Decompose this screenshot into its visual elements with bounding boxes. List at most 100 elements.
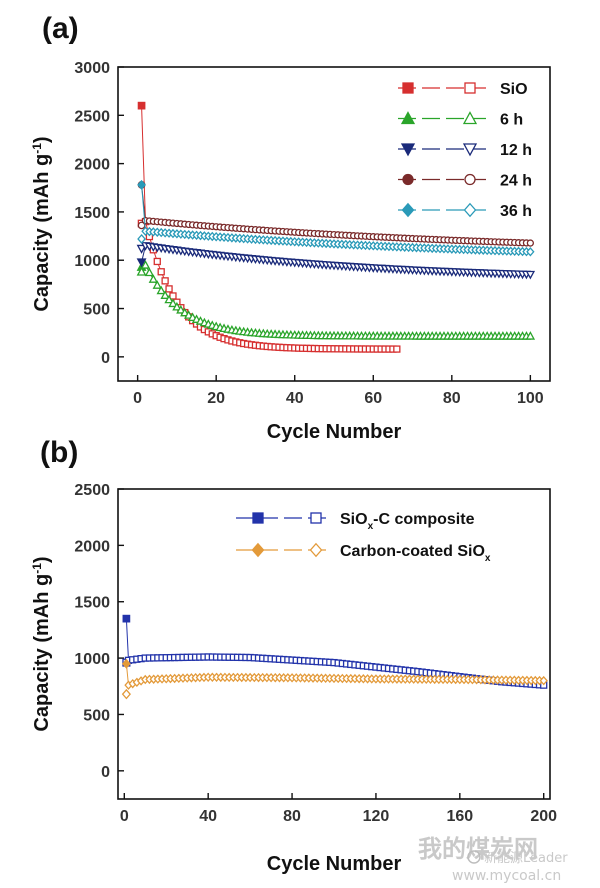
x-tick-label: 40 [286, 390, 304, 407]
data-point [137, 101, 146, 110]
legend-marker [402, 82, 414, 94]
data-point [121, 688, 131, 700]
data-point [172, 301, 182, 311]
legend-marker [400, 143, 416, 157]
panel-a: (a) 0 20 40 60 80 100 0 500 1000 1500 2000 2500 300… [30, 12, 551, 443]
watermark-site-url: www.mycoal.cn [452, 868, 561, 884]
legend-label: SiO [500, 81, 528, 98]
series-6-h [136, 260, 536, 340]
y-tick-label: 2500 [74, 108, 110, 125]
data-point [164, 294, 174, 304]
legend-label: SiOx-C composite [340, 511, 475, 532]
x-tick-label: 20 [207, 390, 225, 407]
x-tick-label: 100 [517, 390, 544, 407]
legend-label: 6 h [500, 112, 523, 129]
x-tick-label: 80 [443, 390, 461, 407]
legend-entry: 12 h [398, 142, 532, 159]
panel-b-label: (b) [40, 436, 78, 469]
y-tick-label: 1000 [74, 253, 110, 270]
legend-marker [402, 173, 414, 186]
panel-b-y-ticks: 0 500 1000 1500 2000 2500 [74, 482, 124, 781]
data-point [180, 307, 190, 317]
legend-marker [400, 111, 416, 125]
y-tick-label: 1500 [74, 205, 110, 222]
legend-label: 24 h [500, 173, 532, 190]
panel-b-series [121, 614, 548, 700]
series-36-h [137, 179, 535, 257]
legend-marker [252, 512, 264, 524]
panel-a-x-ticks: 0 20 40 60 80 100 [133, 375, 544, 407]
x-tick-label: 0 [133, 390, 142, 407]
data-point [144, 267, 155, 277]
data-point [122, 658, 131, 669]
wechat-icon [467, 850, 481, 864]
x-tick-label: 60 [364, 390, 382, 407]
data-point [153, 257, 161, 266]
panel-a-series [136, 101, 536, 353]
legend-marker [462, 143, 478, 157]
panel-b-frame [117, 488, 551, 800]
data-point [539, 675, 548, 686]
data-point [526, 239, 535, 247]
data-point [136, 244, 147, 254]
series-carbon-coated-siox [121, 658, 548, 700]
y-tick-label: 1000 [74, 651, 110, 668]
y-tick-label: 1500 [74, 595, 110, 612]
legend-marker [462, 111, 478, 125]
panel-a-frame [117, 66, 551, 382]
data-point [140, 260, 151, 269]
data-point [157, 268, 165, 276]
y-tick-label: 2000 [74, 538, 110, 555]
y-tick-label: 2000 [74, 157, 110, 174]
data-point [176, 304, 186, 314]
watermark: 我的煤炭网 www.mycoal.cn 新能源Leader [418, 835, 568, 884]
x-tick-label: 0 [120, 808, 129, 825]
data-point [525, 270, 536, 280]
legend-marker [309, 542, 323, 558]
x-tick-label: 160 [446, 808, 473, 825]
y-tick-label: 2500 [74, 482, 110, 499]
legend-entry: 36 h [398, 202, 532, 220]
legend-marker [464, 82, 476, 94]
data-point [160, 290, 170, 299]
series-24-h [137, 181, 535, 247]
legend-marker [464, 173, 476, 186]
legend-entry: SiOx-C composite [236, 511, 475, 532]
panel-a-y-axis-label: Capacity (mAh g-1) [30, 136, 53, 311]
legend-entry: Carbon-coated SiOx [236, 542, 491, 564]
data-point [122, 614, 131, 623]
series-12-h [136, 242, 536, 280]
data-point [161, 277, 169, 285]
data-point [168, 298, 178, 308]
legend-marker [463, 202, 477, 218]
x-tick-label: 200 [530, 808, 557, 825]
x-tick-label: 120 [363, 808, 390, 825]
legend-entry: 6 h [398, 111, 523, 129]
panel-a-y-ticks: 0 500 1000 1500 2000 2500 3000 [74, 60, 124, 367]
data-point [137, 179, 146, 190]
legend-entry: SiO [398, 81, 528, 98]
series-sio [137, 101, 401, 353]
legend-label: Carbon-coated SiOx [340, 543, 491, 564]
x-tick-label: 40 [199, 808, 217, 825]
data-point [148, 274, 159, 283]
panel-b-x-axis-label: Cycle Number [267, 853, 402, 875]
watermark-site-name: 我的煤炭网 [418, 835, 538, 863]
data-point [136, 258, 147, 268]
panel-b-y-axis-label: Capacity (mAh g-1) [30, 556, 53, 731]
y-tick-label: 0 [101, 764, 110, 781]
data-point [525, 331, 536, 340]
panel-b-x-ticks: 0 40 80 120 160 200 [120, 793, 557, 825]
panel-a-legend: SiO 6 h 12 h 24 h 36 h [398, 81, 532, 220]
data-point [393, 345, 401, 353]
data-point [526, 247, 535, 257]
legend-marker [401, 202, 415, 218]
panel-a-label: (a) [42, 12, 79, 45]
panel-b-legend: SiOx-C composite Carbon-coated SiOx [236, 511, 491, 564]
data-point [152, 280, 162, 289]
data-point [136, 266, 147, 276]
watermark-account: 新能源Leader [484, 850, 568, 866]
legend-entry: 24 h [398, 173, 532, 190]
legend-label: 36 h [500, 203, 532, 220]
